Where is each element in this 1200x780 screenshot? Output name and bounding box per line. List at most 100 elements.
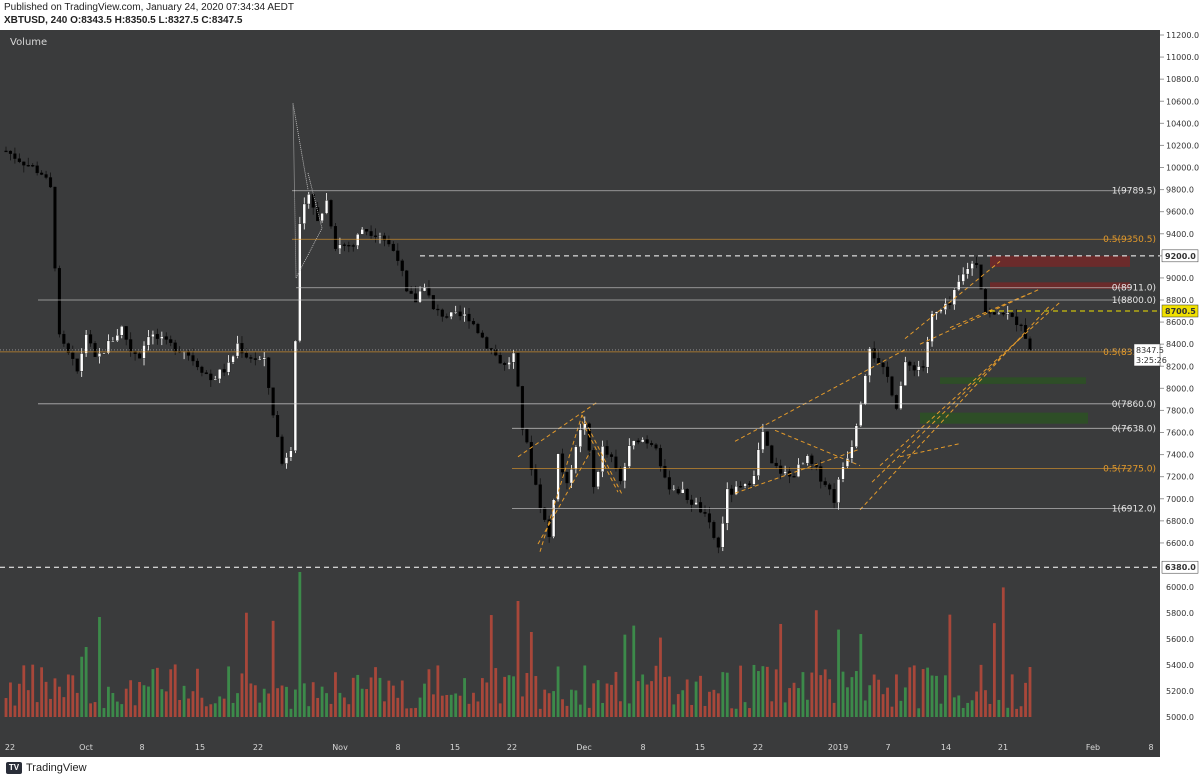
candle-body: [903, 361, 907, 386]
price-tick-label: 8800.0: [1166, 296, 1194, 305]
candle-body: [525, 429, 529, 443]
volume-bar: [316, 697, 320, 717]
candle-body: [868, 348, 872, 376]
candle-body: [173, 342, 177, 352]
volume-bar: [512, 676, 515, 717]
candle-body: [574, 446, 578, 470]
time-tick-label: 7: [885, 743, 890, 752]
candle-body: [155, 333, 159, 339]
candle-body: [632, 440, 636, 446]
volume-bar: [596, 680, 600, 717]
volume-bar: [819, 675, 823, 717]
volume-bar: [912, 665, 916, 717]
candle-body: [48, 177, 53, 188]
candle-body: [681, 489, 685, 494]
price-axis[interactable]: 11200.0 11000.0 10800.0 10600.0 10400.0 10200…: [1133, 31, 1199, 722]
candle-body: [819, 466, 823, 482]
candle-body: [373, 235, 378, 237]
candle-body: [44, 174, 48, 178]
candle-body: [614, 456, 618, 469]
volume-bar: [445, 694, 449, 717]
volume-bar: [681, 690, 685, 717]
volume-bar: [107, 686, 110, 717]
volume-bar: [623, 634, 627, 717]
volume-bar: [369, 677, 373, 717]
volume-bar: [975, 691, 978, 717]
candle-body: [476, 323, 480, 334]
time-tick-label: 15: [695, 743, 705, 752]
candle-body: [400, 260, 404, 271]
candle-body: [716, 537, 720, 548]
volume-bar: [9, 682, 12, 717]
candle-body: [930, 313, 934, 342]
candle-body: [467, 313, 471, 322]
volume-bar: [44, 681, 48, 717]
price-tick-label: 10600.0: [1166, 97, 1199, 106]
candle-body: [262, 357, 266, 360]
volume-bar: [298, 572, 302, 717]
time-axis[interactable]: 22 Oct 8 15 22 Nov 8 15 22 Dec 8 15 22 2019 7 14 21 Feb 8: [5, 743, 1154, 752]
candle-body: [779, 465, 783, 474]
volume-bar: [574, 690, 578, 717]
candle-body: [244, 352, 248, 358]
volume-bar: [712, 689, 716, 717]
volume-bar: [529, 632, 533, 717]
candle-body: [347, 244, 351, 247]
volume-bar: [249, 683, 253, 717]
volume-bar: [311, 682, 315, 717]
volume-bar: [970, 700, 974, 717]
volume-bar: [868, 685, 872, 717]
time-tick-label: 14: [941, 743, 951, 752]
volume-bar: [770, 701, 774, 717]
volume-bar: [245, 612, 248, 717]
volume-bar: [182, 685, 186, 717]
price-tick-label: 11000.0: [1166, 53, 1199, 62]
volume-bar: [129, 680, 133, 717]
volume-bar: [570, 689, 573, 717]
time-tick-label: 8: [139, 743, 144, 752]
price-tick-label: 9600.0: [1166, 208, 1194, 217]
candle-body: [556, 453, 560, 500]
price-axis-marker-label: 6380.0: [1165, 563, 1196, 572]
volume-bar: [930, 675, 934, 717]
volume-bar: [307, 706, 311, 717]
volume-bar: [805, 699, 809, 717]
candle-body: [249, 357, 253, 359]
volume-bar: [258, 702, 262, 717]
price-tick-label: 9800.0: [1166, 186, 1194, 195]
volume-bar: [708, 691, 711, 717]
candle-body: [1015, 316, 1019, 326]
trend-line: [774, 429, 861, 467]
volume-bar: [828, 679, 832, 717]
countdown-label: 3:25:26: [1136, 356, 1167, 365]
candle-body: [516, 352, 520, 387]
trend-line: [879, 301, 1061, 466]
candle-body: [213, 378, 217, 381]
volume-bar: [196, 668, 199, 717]
candle-body: [329, 200, 333, 227]
fib-trend-line: [307, 172, 323, 229]
volume-bar: [178, 699, 182, 717]
volume-bar: [383, 701, 386, 717]
volume-bar: [801, 672, 805, 717]
price-tick-label: 10800.0: [1166, 75, 1199, 84]
volume-bar: [236, 693, 239, 717]
current-price-box: [1133, 343, 1161, 367]
volume-bar: [120, 704, 124, 717]
volume-bar: [472, 692, 475, 717]
price-tick-label: 8000.0: [1166, 384, 1194, 393]
resistance-zone: [990, 255, 1130, 267]
volume-bar: [204, 706, 208, 717]
candle-body: [307, 194, 311, 205]
candle-body: [747, 483, 752, 485]
volume-bar: [823, 669, 827, 717]
volume-bar: [948, 614, 952, 717]
volume-bar: [347, 704, 351, 717]
volume-bar: [641, 674, 645, 717]
price-chart[interactable]: 1(9789.5) 0.5(9350.5) 0(8911.0) 1(8800.0) 0.…: [0, 30, 1200, 757]
volume-bar: [280, 685, 284, 717]
candle-body: [106, 340, 110, 354]
volume-bar: [458, 695, 462, 717]
candle-body: [338, 244, 342, 249]
volume-bar: [227, 666, 231, 717]
